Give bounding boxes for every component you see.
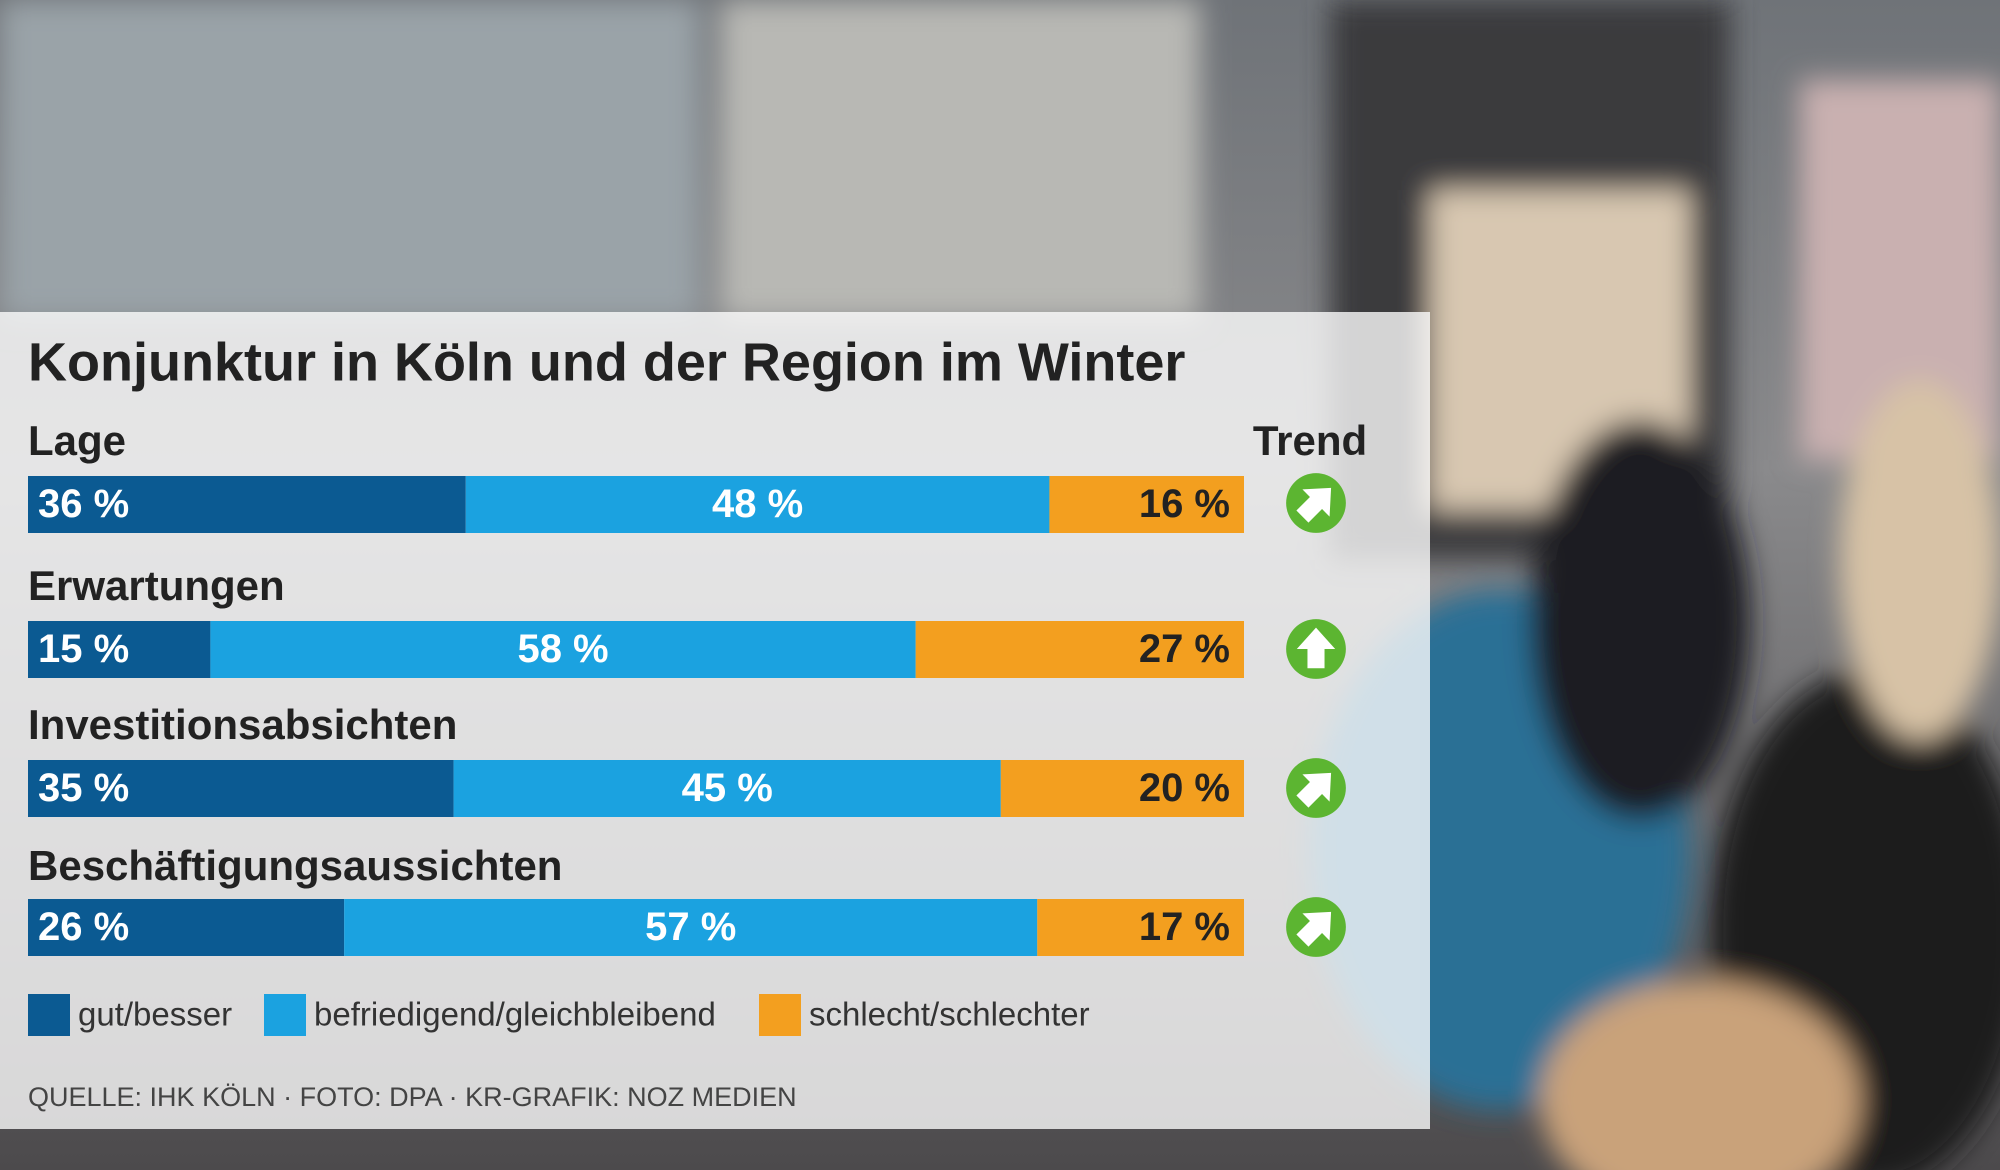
bar-segment	[28, 621, 211, 678]
legend-label: schlecht/schlechter	[809, 996, 1090, 1033]
category-label: Lage	[28, 417, 126, 464]
bar-segment	[344, 899, 1038, 956]
category-label: Beschäftigungsaussichten	[28, 842, 562, 889]
value-label: 17 %	[1139, 905, 1230, 949]
value-label: 26 %	[38, 905, 129, 949]
chart-panel	[0, 312, 1430, 1129]
bar-segment	[1049, 476, 1244, 533]
category-label: Erwartungen	[28, 562, 285, 609]
bar-segment	[28, 899, 345, 956]
value-label: 36 %	[38, 482, 129, 526]
legend-swatch	[759, 994, 801, 1036]
chart-title: Konjunktur in Köln und der Region im Win…	[28, 332, 1185, 392]
value-label: 16 %	[1139, 482, 1230, 526]
bar-segment	[915, 621, 1244, 678]
source-note: QUELLE: IHK KÖLN · FOTO: DPA · KR-GRAFIK…	[28, 1082, 797, 1112]
trend-header: Trend	[1253, 417, 1367, 464]
value-label: 58 %	[517, 627, 608, 671]
legend-swatch	[264, 994, 306, 1036]
value-label: 27 %	[1139, 627, 1230, 671]
bar-segment	[28, 760, 454, 817]
value-label: 35 %	[38, 766, 129, 810]
bar-segment	[210, 621, 916, 678]
bar-segment	[1037, 899, 1244, 956]
value-label: 48 %	[712, 482, 803, 526]
value-label: 20 %	[1139, 766, 1230, 810]
legend-swatch	[28, 994, 70, 1036]
trend-arrow	[1286, 619, 1346, 679]
legend-label: befriedigend/gleichbleibend	[314, 996, 716, 1033]
bar-segment	[453, 760, 1001, 817]
value-label: 57 %	[645, 905, 736, 949]
value-label: 45 %	[682, 766, 773, 810]
legend-label: gut/besser	[78, 996, 232, 1033]
bar-segment	[465, 476, 1050, 533]
bar-segment	[28, 476, 466, 533]
category-label: Investitionsabsichten	[28, 701, 457, 748]
value-label: 15 %	[38, 627, 129, 671]
bar-segment	[1000, 760, 1244, 817]
